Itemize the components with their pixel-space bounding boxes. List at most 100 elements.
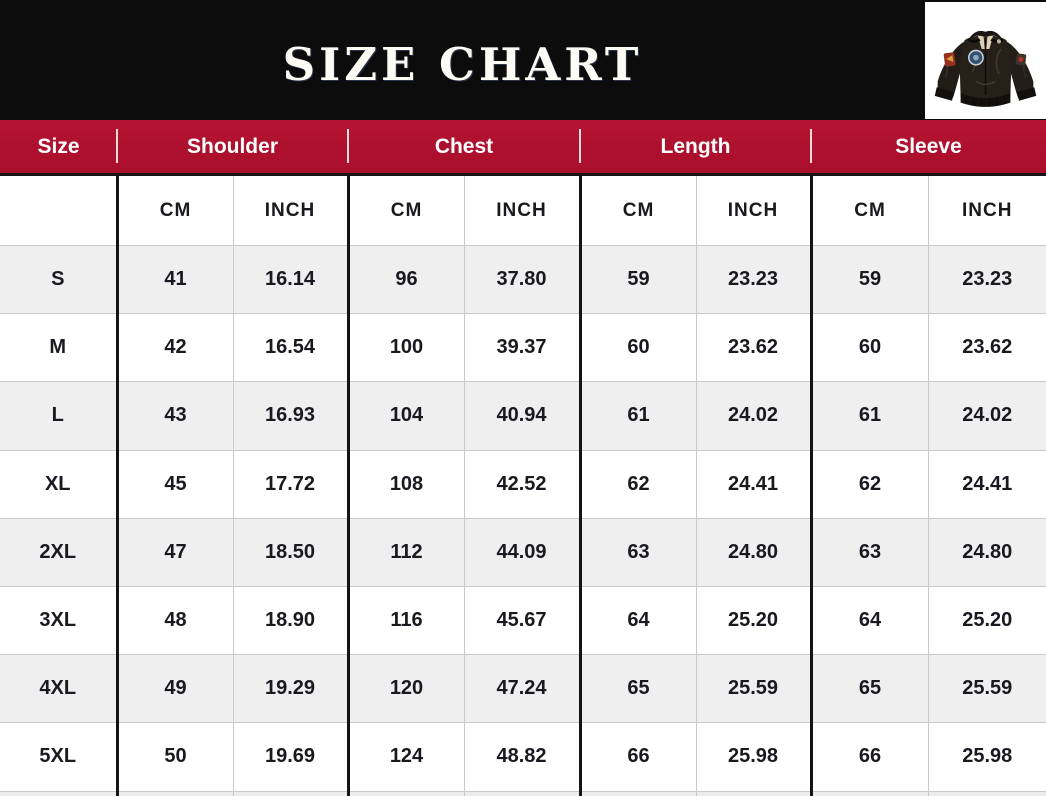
value-cell: 47 <box>115 518 233 587</box>
value-cell: 48.82 <box>463 722 580 792</box>
value-cell: 59 <box>809 245 928 315</box>
value-cell: 16.54 <box>232 313 348 383</box>
value-cell: 47.24 <box>463 654 580 724</box>
value-cell: 49 <box>115 654 233 724</box>
value-cell: 66 <box>578 722 696 792</box>
value-cell: 61 <box>578 381 696 451</box>
unit-header: CM <box>578 173 696 246</box>
value-cell: 62 <box>578 450 696 519</box>
value-cell: 63 <box>578 518 696 587</box>
cropped-cell <box>232 791 348 796</box>
table-row: S 41 16.14 96 37.80 59 23.23 59 23.23 <box>0 245 1046 315</box>
value-cell: 23.23 <box>927 245 1046 315</box>
value-cell: 42 <box>115 313 233 383</box>
size-label: XL <box>0 450 117 519</box>
value-cell: 24.41 <box>927 450 1046 519</box>
value-cell: 19.29 <box>232 654 348 724</box>
value-cell: 25.20 <box>927 586 1046 656</box>
cropped-cell <box>463 791 580 796</box>
size-label: 5XL <box>0 722 117 792</box>
unit-header: INCH <box>695 173 811 246</box>
value-cell: 25.20 <box>695 586 811 656</box>
unit-header: INCH <box>232 173 348 246</box>
value-cell: 61 <box>809 381 928 451</box>
value-cell: 45.67 <box>463 586 580 656</box>
size-label: 3XL <box>0 586 117 656</box>
value-cell: 16.14 <box>232 245 348 315</box>
value-cell: 108 <box>346 450 464 519</box>
corner-cell <box>0 173 117 246</box>
value-cell: 44.09 <box>463 518 580 587</box>
value-cell: 16.93 <box>232 381 348 451</box>
value-cell: 23.23 <box>695 245 811 315</box>
cropped-cell <box>695 791 811 796</box>
value-cell: 48 <box>115 586 233 656</box>
value-cell: 65 <box>578 654 696 724</box>
column-header-chest: Chest <box>347 120 580 173</box>
size-table-body: CM INCH CM INCH CM INCH CM INCH S 41 16.14 96 37.80 5… <box>0 173 1046 796</box>
unit-header: CM <box>346 173 464 246</box>
bomber-jacket-image <box>934 30 1037 107</box>
value-cell: 17.72 <box>232 450 348 519</box>
value-cell: 59 <box>578 245 696 315</box>
cropped-cell <box>115 791 233 796</box>
units-row: CM INCH CM INCH CM INCH CM INCH <box>0 173 1046 246</box>
value-cell: 19.69 <box>232 722 348 792</box>
size-label: M <box>0 313 117 383</box>
value-cell: 40.94 <box>463 381 580 451</box>
size-label: L <box>0 381 117 451</box>
value-cell: 45 <box>115 450 233 519</box>
value-cell: 50 <box>115 722 233 792</box>
value-cell: 100 <box>346 313 464 383</box>
column-group-header: Size Shoulder Chest Length Sleeve <box>0 120 1046 173</box>
value-cell: 23.62 <box>927 313 1046 383</box>
value-cell: 42.52 <box>463 450 580 519</box>
banner: SIZE CHART <box>0 0 1046 120</box>
value-cell: 37.80 <box>463 245 580 315</box>
value-cell: 96 <box>346 245 464 315</box>
value-cell: 23.62 <box>695 313 811 383</box>
value-cell: 112 <box>346 518 464 587</box>
value-cell: 25.98 <box>695 722 811 792</box>
value-cell: 116 <box>346 586 464 656</box>
value-cell: 124 <box>346 722 464 792</box>
size-label: 4XL <box>0 654 117 724</box>
value-cell: 24.02 <box>695 381 811 451</box>
value-cell: 104 <box>346 381 464 451</box>
value-cell: 43 <box>115 381 233 451</box>
table-row: L 43 16.93 104 40.94 61 24.02 61 24.02 <box>0 381 1046 451</box>
value-cell: 64 <box>809 586 928 656</box>
value-cell: 63 <box>809 518 928 587</box>
value-cell: 18.50 <box>232 518 348 587</box>
value-cell: 24.80 <box>927 518 1046 587</box>
cropped-cell <box>578 791 696 796</box>
cropped-cell <box>346 791 464 796</box>
value-cell: 39.37 <box>463 313 580 383</box>
value-cell: 24.02 <box>927 381 1046 451</box>
size-table: CM INCH CM INCH CM INCH CM INCH S 41 16.14 96 37.80 5… <box>0 173 1046 796</box>
product-photo <box>925 2 1046 119</box>
cropped-cell <box>0 791 117 796</box>
value-cell: 24.41 <box>695 450 811 519</box>
value-cell: 120 <box>346 654 464 724</box>
value-cell: 62 <box>809 450 928 519</box>
value-cell: 60 <box>809 313 928 383</box>
column-header-shoulder: Shoulder <box>116 120 348 173</box>
cropped-row <box>0 791 1046 796</box>
unit-header: INCH <box>463 173 580 246</box>
table-row: XL 45 17.72 108 42.52 62 24.41 62 24.41 <box>0 450 1046 519</box>
value-cell: 66 <box>809 722 928 792</box>
value-cell: 64 <box>578 586 696 656</box>
size-label: 2XL <box>0 518 117 587</box>
column-header-length: Length <box>579 120 811 173</box>
table-row: 4XL 49 19.29 120 47.24 65 25.59 65 25.59 <box>0 654 1046 724</box>
value-cell: 65 <box>809 654 928 724</box>
table-row: 3XL 48 18.90 116 45.67 64 25.20 64 25.20 <box>0 586 1046 656</box>
column-header-sleeve: Sleeve <box>810 120 1046 173</box>
cropped-cell <box>927 791 1046 796</box>
value-cell: 60 <box>578 313 696 383</box>
table-row: 2XL 47 18.50 112 44.09 63 24.80 63 24.80 <box>0 518 1046 587</box>
value-cell: 25.59 <box>695 654 811 724</box>
unit-header: CM <box>115 173 233 246</box>
